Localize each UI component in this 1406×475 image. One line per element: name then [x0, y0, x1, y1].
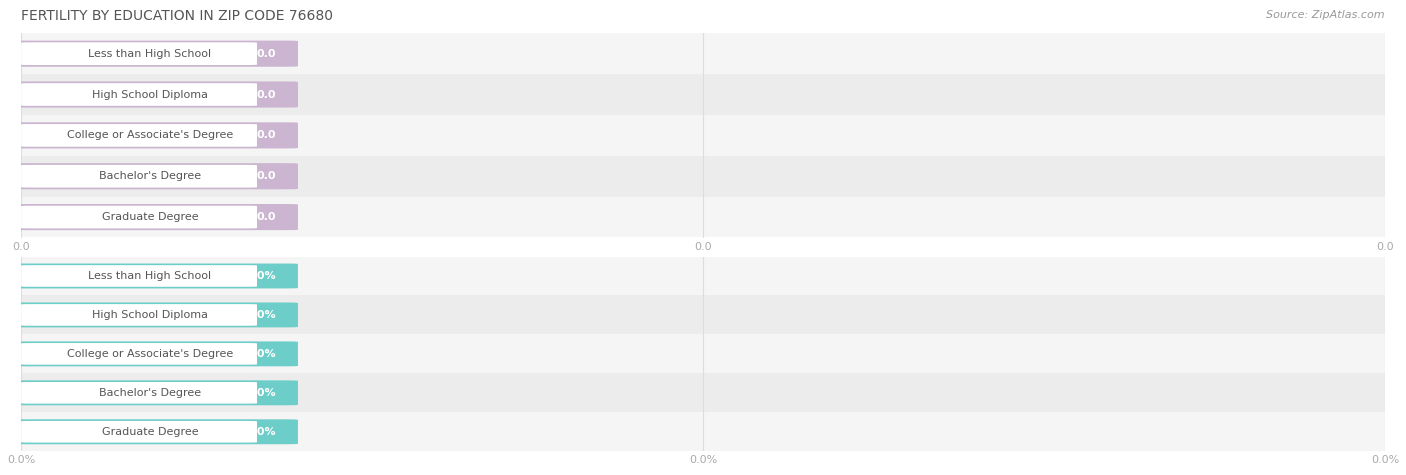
Text: 0.0: 0.0	[257, 212, 276, 222]
Text: Source: ZipAtlas.com: Source: ZipAtlas.com	[1267, 10, 1385, 19]
Text: High School Diploma: High School Diploma	[91, 310, 208, 320]
Text: 0.0: 0.0	[257, 89, 276, 100]
Bar	[21, 256, 1385, 295]
FancyBboxPatch shape	[10, 419, 298, 444]
FancyBboxPatch shape	[10, 342, 298, 366]
Text: College or Associate's Degree: College or Associate's Degree	[67, 349, 233, 359]
Text: Less than High School: Less than High School	[89, 48, 211, 59]
FancyBboxPatch shape	[21, 206, 257, 228]
Bar	[21, 412, 1385, 451]
Text: Graduate Degree: Graduate Degree	[101, 212, 198, 222]
FancyBboxPatch shape	[21, 265, 257, 287]
Text: 0.0%: 0.0%	[246, 271, 276, 281]
FancyBboxPatch shape	[10, 122, 298, 149]
FancyBboxPatch shape	[21, 343, 257, 365]
Bar	[21, 334, 1385, 373]
Bar	[21, 74, 1385, 115]
Text: 0.0: 0.0	[257, 48, 276, 59]
FancyBboxPatch shape	[21, 165, 257, 188]
Text: College or Associate's Degree: College or Associate's Degree	[67, 130, 233, 141]
Bar	[21, 197, 1385, 238]
Text: 0.0%: 0.0%	[246, 388, 276, 398]
FancyBboxPatch shape	[21, 421, 257, 443]
Text: Less than High School: Less than High School	[89, 271, 211, 281]
FancyBboxPatch shape	[21, 42, 257, 65]
FancyBboxPatch shape	[21, 83, 257, 106]
FancyBboxPatch shape	[10, 380, 298, 405]
FancyBboxPatch shape	[10, 163, 298, 190]
FancyBboxPatch shape	[10, 40, 298, 67]
FancyBboxPatch shape	[10, 81, 298, 108]
FancyBboxPatch shape	[10, 204, 298, 230]
Text: Bachelor's Degree: Bachelor's Degree	[98, 171, 201, 181]
FancyBboxPatch shape	[21, 304, 257, 326]
Text: High School Diploma: High School Diploma	[91, 89, 208, 100]
FancyBboxPatch shape	[10, 264, 298, 288]
Text: 0.0: 0.0	[257, 171, 276, 181]
Bar	[21, 33, 1385, 74]
Bar	[21, 373, 1385, 412]
Text: 0.0%: 0.0%	[246, 427, 276, 437]
Text: 0.0%: 0.0%	[246, 310, 276, 320]
FancyBboxPatch shape	[10, 303, 298, 327]
Text: FERTILITY BY EDUCATION IN ZIP CODE 76680: FERTILITY BY EDUCATION IN ZIP CODE 76680	[21, 10, 333, 23]
Text: Graduate Degree: Graduate Degree	[101, 427, 198, 437]
Text: 0.0%: 0.0%	[246, 349, 276, 359]
Text: Bachelor's Degree: Bachelor's Degree	[98, 388, 201, 398]
Bar	[21, 295, 1385, 334]
Text: 0.0: 0.0	[257, 130, 276, 141]
FancyBboxPatch shape	[21, 124, 257, 147]
Bar	[21, 115, 1385, 156]
FancyBboxPatch shape	[21, 382, 257, 404]
Bar	[21, 156, 1385, 197]
